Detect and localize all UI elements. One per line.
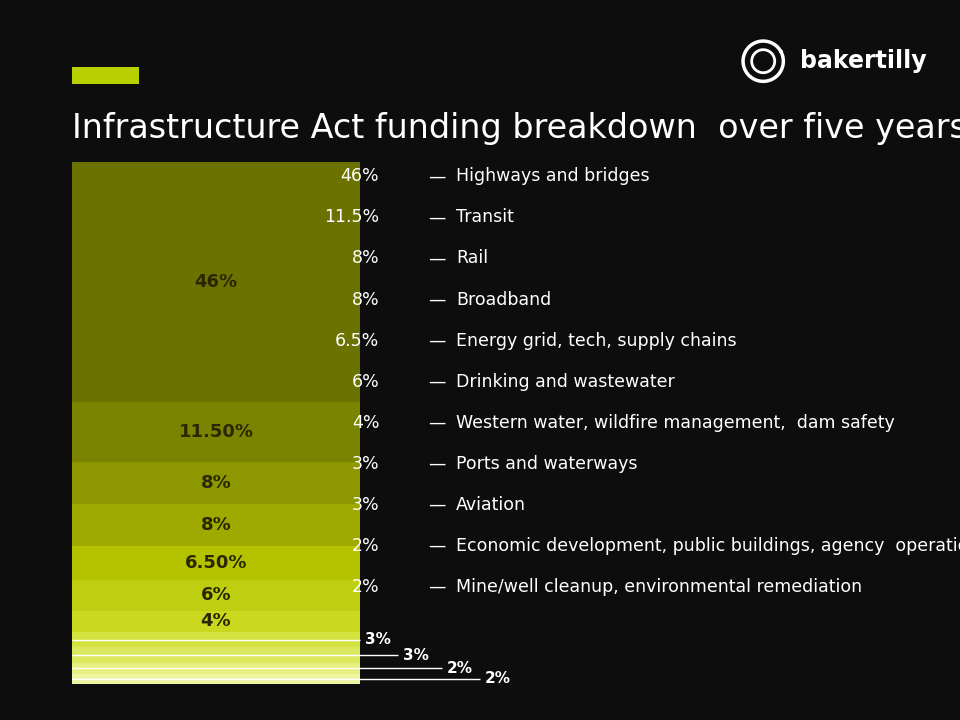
Bar [72, 504, 360, 546]
Text: —: — [428, 373, 445, 390]
Text: 8%: 8% [351, 291, 379, 308]
Bar [72, 67, 139, 84]
Text: —: — [428, 577, 445, 596]
Text: Ports and waterways: Ports and waterways [456, 455, 637, 472]
Bar [72, 162, 360, 402]
Bar [72, 647, 360, 663]
Text: 3%: 3% [351, 495, 379, 514]
Text: Rail: Rail [456, 250, 488, 268]
Text: 6.5%: 6.5% [335, 331, 379, 349]
Text: 2%: 2% [351, 577, 379, 596]
Text: bakertilly: bakertilly [800, 49, 926, 73]
Text: 8%: 8% [351, 250, 379, 268]
Text: 4%: 4% [201, 612, 231, 631]
Text: —: — [428, 455, 445, 472]
Text: 3%: 3% [351, 455, 379, 472]
Text: 2%: 2% [485, 671, 511, 686]
Text: 8%: 8% [201, 474, 231, 492]
Text: 11.50%: 11.50% [179, 423, 253, 441]
Text: 11.5%: 11.5% [324, 209, 379, 226]
Text: Western water, wildfire management,  dam safety: Western water, wildfire management, dam … [456, 413, 895, 432]
Bar [72, 632, 360, 647]
Bar [72, 611, 360, 632]
Text: Highways and bridges: Highways and bridges [456, 167, 650, 185]
Bar [72, 546, 360, 580]
Text: —: — [428, 537, 445, 554]
Bar [72, 462, 360, 504]
Text: Energy grid, tech, supply chains: Energy grid, tech, supply chains [456, 331, 736, 349]
Text: 2%: 2% [351, 537, 379, 554]
Text: —: — [428, 209, 445, 226]
Text: 46%: 46% [195, 273, 237, 291]
Text: Infrastructure Act funding breakdown  over five years: Infrastructure Act funding breakdown ove… [72, 112, 960, 145]
Text: 46%: 46% [341, 167, 379, 185]
Text: Broadband: Broadband [456, 291, 551, 308]
Text: 3%: 3% [403, 648, 429, 663]
Text: 6%: 6% [201, 586, 231, 604]
Text: 6%: 6% [351, 373, 379, 390]
Bar [72, 663, 360, 674]
Text: —: — [428, 250, 445, 268]
Text: —: — [428, 167, 445, 185]
Text: 8%: 8% [201, 516, 231, 534]
Bar [72, 402, 360, 462]
Bar [72, 580, 360, 611]
Bar [72, 674, 360, 684]
Text: —: — [428, 291, 445, 308]
Text: Transit: Transit [456, 209, 514, 226]
Text: Aviation: Aviation [456, 495, 526, 514]
Text: —: — [428, 331, 445, 349]
Text: Economic development, public buildings, agency  operations: Economic development, public buildings, … [456, 537, 960, 554]
Text: 2%: 2% [446, 661, 472, 676]
Text: —: — [428, 495, 445, 514]
Text: 6.50%: 6.50% [184, 554, 248, 572]
Text: 4%: 4% [351, 413, 379, 432]
Text: 3%: 3% [365, 632, 391, 647]
Text: —: — [428, 413, 445, 432]
Text: Drinking and wastewater: Drinking and wastewater [456, 373, 675, 390]
Text: Mine/well cleanup, environmental remediation: Mine/well cleanup, environmental remedia… [456, 577, 862, 596]
